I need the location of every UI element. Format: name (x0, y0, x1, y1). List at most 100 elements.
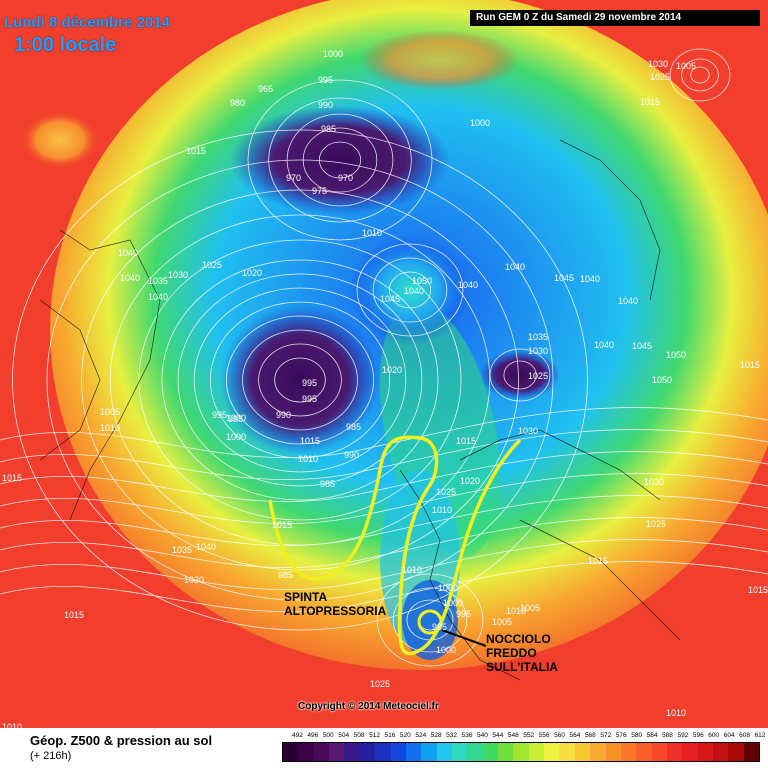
legend-value: 528 (430, 732, 442, 739)
isobar (209, 301, 391, 459)
color-swatch (682, 743, 698, 761)
color-swatch (620, 743, 637, 761)
cold-core-circle (417, 609, 443, 635)
color-swatch (728, 743, 744, 761)
color-swatch (283, 743, 299, 761)
color-swatch (636, 743, 652, 761)
color-swatch (329, 743, 345, 761)
color-swatch (405, 743, 422, 761)
legend-value: 512 (369, 732, 380, 739)
isobar (681, 58, 719, 92)
forecast-lead: (+ 216h) (30, 750, 72, 762)
legend-value: 592 (677, 732, 689, 739)
color-swatch (298, 743, 314, 761)
legend-value: 572 (600, 732, 612, 739)
high-pressure-push-outline (268, 435, 522, 656)
field-title: Géop. Z500 & pression au sol (30, 733, 213, 748)
trough-core (402, 580, 458, 660)
warm-anomaly-west (20, 110, 100, 170)
color-swatch (421, 743, 437, 761)
isobar (0, 429, 768, 480)
color-swatch (590, 743, 606, 761)
annotation-spinta: SPINTA ALTOPRESSORIA (284, 590, 386, 618)
legend-value: 568 (584, 732, 596, 739)
color-swatch (451, 743, 468, 761)
isobar (0, 473, 768, 524)
isobar (247, 79, 433, 241)
legend-value: 544 (492, 732, 504, 739)
annotation-nocciolo: NOCCIOLO FREDDO SULL'ITALIA (486, 632, 558, 674)
isobar-lines (0, 48, 768, 667)
color-swatch (467, 743, 483, 761)
isobar (489, 348, 551, 402)
annotation-spinta-line1: SPINTA (284, 590, 328, 604)
legend-value: 536 (461, 732, 473, 739)
coastline (459, 429, 661, 501)
low-core-canada (220, 305, 380, 455)
legend-value: 576 (615, 732, 627, 739)
legend-value: 584 (646, 732, 658, 739)
isobar (177, 273, 423, 487)
isobar (0, 539, 768, 590)
legend-value: 564 (569, 732, 581, 739)
isobar (690, 66, 710, 84)
low-core-siberia (230, 105, 450, 215)
isobar (392, 587, 468, 653)
color-swatch (313, 743, 330, 761)
isobar (503, 360, 537, 390)
color-swatch (666, 743, 683, 761)
annotation-nocciolo-line1: NOCCIOLO (486, 632, 551, 646)
legend-value: 508 (353, 732, 365, 739)
color-swatch (375, 743, 391, 761)
legend-value: 604 (723, 732, 735, 739)
color-swatch (436, 743, 452, 761)
color-swatch (390, 743, 406, 761)
isobar (388, 271, 432, 309)
isobar (193, 287, 407, 473)
color-scale (282, 742, 760, 762)
legend-value: 608 (739, 732, 751, 739)
legend-value: 504 (338, 732, 350, 739)
color-swatch (697, 743, 714, 761)
color-swatch (544, 743, 560, 761)
legend-value: 532 (446, 732, 458, 739)
legend-footer: Géop. Z500 & pression au sol (+ 216h) 49… (0, 728, 768, 768)
high-core-arctic (350, 235, 470, 345)
coastline (39, 299, 101, 461)
isobar (302, 127, 378, 193)
legend-values: 492 496 500 504 508 512 516 520 524 528 532 536 540 5… (282, 732, 765, 742)
isobar (274, 357, 326, 403)
color-swatch (713, 743, 729, 761)
annotation-spinta-line2: ALTOPRESSORIA (284, 604, 387, 618)
isobar (0, 517, 768, 568)
isobar (242, 329, 358, 431)
legend-value: 580 (631, 732, 643, 739)
color-swatch (513, 743, 529, 761)
legend-value: 552 (523, 732, 535, 739)
isobar (0, 451, 768, 502)
legend-value: 500 (322, 732, 334, 739)
isobar (286, 113, 394, 207)
isobar (0, 407, 768, 458)
isobar (376, 573, 484, 667)
isobar (318, 141, 362, 179)
coastline (519, 519, 681, 641)
color-swatch (559, 743, 575, 761)
forecast-date: Lundi 8 décembre 2014 (4, 14, 170, 31)
isobar (356, 243, 464, 337)
legend-value: 596 (692, 732, 704, 739)
legend-value: 600 (708, 732, 720, 739)
legend-value: 548 (507, 732, 519, 739)
isobar (268, 97, 412, 223)
warm-anomaly-north (360, 30, 520, 90)
color-swatch (498, 743, 514, 761)
isobar (161, 259, 439, 501)
geopotential-map (0, 0, 768, 728)
legend-value: 496 (307, 732, 319, 739)
color-swatch (574, 743, 591, 761)
isobar (258, 343, 342, 417)
legend-value: 524 (415, 732, 427, 739)
color-swatch (344, 743, 360, 761)
legend-value: 492 (291, 732, 303, 739)
